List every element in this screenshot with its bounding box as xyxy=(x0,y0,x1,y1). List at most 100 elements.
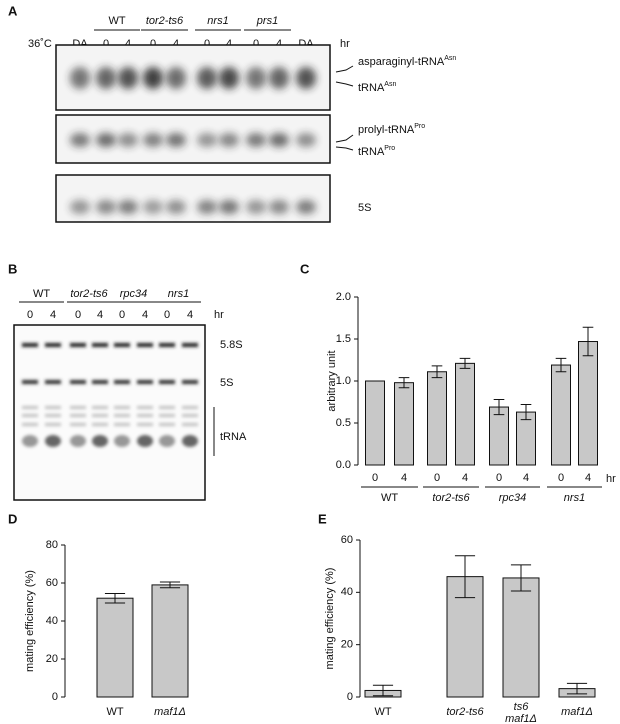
time-label: 4 xyxy=(226,38,232,50)
gel-band xyxy=(118,133,138,147)
band-label: asparaginyl-tRNAAsn xyxy=(358,55,456,68)
error-bar xyxy=(555,357,567,373)
error-bar xyxy=(159,581,181,589)
bar xyxy=(427,371,447,466)
time-label: 4 xyxy=(142,309,148,321)
group-label: tor2-ts6 xyxy=(146,15,184,27)
panel-label: E xyxy=(318,511,327,526)
x-tick-label: 4 xyxy=(401,472,407,484)
gel-band xyxy=(114,343,130,347)
gel-band xyxy=(22,414,38,417)
gel-band xyxy=(92,423,108,426)
gel-band xyxy=(118,200,138,214)
panel-label: A xyxy=(8,3,18,18)
gel-band xyxy=(137,380,153,384)
gel-band xyxy=(96,67,116,89)
error-bar xyxy=(520,404,532,421)
error-bar xyxy=(459,357,471,369)
error-bar xyxy=(493,398,505,416)
gel-band xyxy=(70,67,90,89)
time-label: 0 xyxy=(150,38,156,50)
gel-band xyxy=(159,423,175,426)
gel-band xyxy=(70,406,86,409)
gel-band xyxy=(182,435,198,447)
gel-band xyxy=(45,343,61,347)
bar xyxy=(551,364,571,466)
gel-band xyxy=(219,200,239,214)
band-label: tRNAAsn xyxy=(358,81,396,94)
x-tick-label: maf1Δ xyxy=(561,706,593,718)
error-bar xyxy=(372,684,394,697)
y-tick-label: 0 xyxy=(347,691,353,703)
gel-band xyxy=(92,343,108,347)
time-label: 0 xyxy=(253,38,259,50)
y-tick-label: 60 xyxy=(46,577,58,589)
gel-band xyxy=(137,343,153,347)
panel-label: C xyxy=(300,261,310,276)
gel-band xyxy=(159,435,175,447)
error-bar xyxy=(566,682,588,695)
unit-label: hr xyxy=(340,38,350,50)
gel-band xyxy=(246,200,266,214)
bracket xyxy=(335,134,354,151)
x-tick-label: 4 xyxy=(585,472,591,484)
gel-band xyxy=(296,133,316,147)
gel-band xyxy=(22,423,38,426)
y-tick-label: 20 xyxy=(341,639,353,651)
x-tick-label: 0 xyxy=(496,472,502,484)
gel-band xyxy=(22,435,38,447)
time-label: 4 xyxy=(187,309,193,321)
y-tick-label: 20 xyxy=(46,653,58,665)
band-superscript: Pro xyxy=(414,123,425,130)
group-label: nrs1 xyxy=(207,15,228,27)
band-name: tRNA xyxy=(358,146,385,158)
gel-band xyxy=(70,380,86,384)
bar xyxy=(96,597,134,698)
band-name: prolyl-tRNA xyxy=(358,124,415,136)
y-tick-label: 2.0 xyxy=(336,291,351,303)
y-axis-label: arbitrary unit xyxy=(326,350,338,411)
bar xyxy=(502,577,540,698)
gel-band xyxy=(96,200,116,214)
y-tick-label: 0.5 xyxy=(336,417,351,429)
gel-band xyxy=(92,406,108,409)
band-superscript: Asn xyxy=(444,55,456,62)
y-tick-label: 40 xyxy=(46,615,58,627)
gel-band xyxy=(92,435,108,447)
bar xyxy=(365,380,385,466)
x-tick-label: WT xyxy=(374,706,391,718)
gel-band xyxy=(166,67,186,89)
gel-band xyxy=(296,200,316,214)
band-label: 5S xyxy=(358,202,371,214)
time-label: 0 xyxy=(103,38,109,50)
gel-band xyxy=(159,414,175,417)
gel-band xyxy=(197,67,217,89)
gel-band xyxy=(22,380,38,384)
gel-band xyxy=(45,435,61,447)
error-bar xyxy=(510,564,532,592)
x-tick-label: 0 xyxy=(434,472,440,484)
gel-band xyxy=(114,423,130,426)
bar xyxy=(489,406,509,466)
band-name: asparaginyl-tRNA xyxy=(358,56,445,68)
gel-band xyxy=(92,380,108,384)
error-bar xyxy=(398,377,410,389)
gel-band xyxy=(143,200,163,214)
time-label: 0 xyxy=(119,309,125,321)
band-label: 5S xyxy=(220,377,233,389)
unit-label: hr xyxy=(606,473,616,485)
group-label: nrs1 xyxy=(564,492,585,504)
y-tick-label: 1.5 xyxy=(336,333,351,345)
gel-band xyxy=(70,133,90,147)
gel-band xyxy=(269,67,289,89)
x-tick-label: 0 xyxy=(558,472,564,484)
gel-band xyxy=(166,200,186,214)
bar xyxy=(394,382,414,466)
x-tick-label: 0 xyxy=(372,472,378,484)
group-label: WT xyxy=(33,288,50,300)
unit-label: hr xyxy=(214,309,224,321)
error-bar xyxy=(431,365,443,379)
gel-band xyxy=(45,414,61,417)
band-label: tRNA xyxy=(220,431,247,443)
